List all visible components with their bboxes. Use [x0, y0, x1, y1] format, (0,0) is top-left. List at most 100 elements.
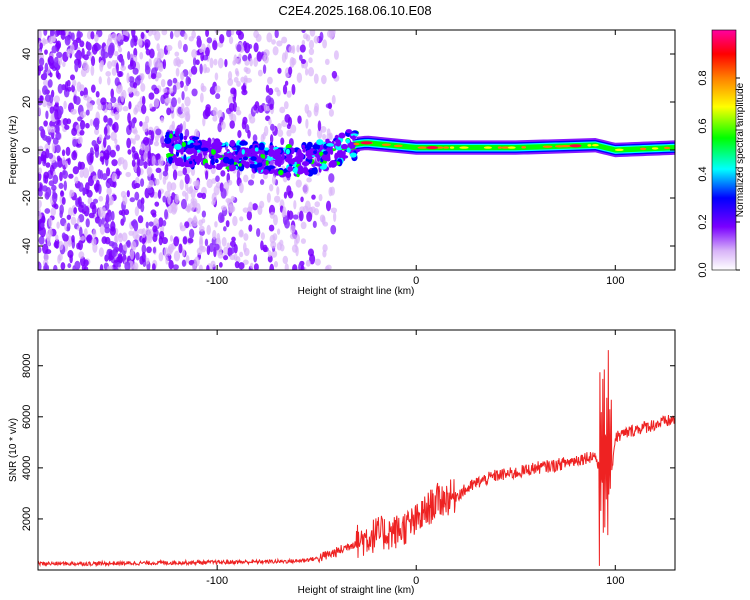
noise-speckle	[314, 258, 321, 266]
noise-speckle	[288, 66, 293, 76]
noise-speckle	[148, 179, 155, 188]
carrier-blob	[196, 149, 201, 153]
noise-speckle	[152, 233, 158, 243]
carrier-peak	[483, 146, 492, 149]
carrier-peak	[417, 146, 427, 149]
noise-speckle	[140, 197, 145, 205]
noise-speckle	[56, 221, 60, 229]
noise-speckle	[144, 115, 150, 124]
noise-speckle	[263, 49, 270, 57]
noise-speckle	[126, 137, 132, 149]
noise-speckle	[154, 178, 160, 186]
noise-speckle	[223, 246, 229, 256]
noise-speckle	[189, 201, 196, 212]
noise-speckle	[66, 118, 72, 125]
noise-speckle	[128, 230, 134, 236]
noise-speckle	[327, 102, 333, 110]
noise-speckle	[90, 84, 96, 93]
noise-speckle	[259, 179, 265, 185]
noise-speckle	[38, 199, 42, 209]
noise-speckle	[79, 129, 85, 136]
noise-speckle	[205, 46, 210, 57]
noise-speckle	[168, 88, 174, 94]
carrier-peak	[459, 146, 469, 149]
noise-speckle	[202, 116, 206, 127]
noise-speckle	[127, 87, 133, 94]
noise-speckle	[181, 102, 185, 113]
noise-speckle	[246, 210, 253, 221]
noise-speckle	[220, 121, 226, 130]
noise-speckle	[209, 242, 214, 253]
carrier-peak-max	[426, 146, 439, 150]
noise-speckle	[114, 232, 119, 244]
noise-speckle	[164, 209, 169, 220]
noise-speckle	[212, 115, 218, 122]
noise-speckle	[118, 46, 123, 53]
noise-speckle	[242, 54, 248, 62]
noise-speckle	[194, 256, 200, 267]
noise-speckle	[266, 76, 273, 85]
carrier-blob	[183, 154, 187, 163]
noise-speckle	[112, 267, 119, 270]
noise-speckle	[206, 224, 211, 236]
noise-speckle	[44, 262, 48, 270]
noise-speckle	[177, 97, 181, 104]
y-tick-label: 2000	[21, 507, 33, 531]
noise-speckle	[227, 78, 234, 87]
noise-speckle	[227, 71, 233, 81]
noise-speckle	[116, 102, 123, 113]
noise-speckle	[63, 180, 67, 191]
noise-speckle	[107, 117, 113, 126]
noise-speckle	[149, 103, 153, 109]
noise-speckle	[234, 261, 240, 269]
noise-speckle	[74, 52, 80, 58]
noise-speckle	[269, 183, 274, 192]
noise-speckle	[122, 215, 126, 223]
noise-speckle	[166, 107, 172, 116]
colorbar-label: Normalized spectral amplitude	[735, 82, 746, 217]
noise-speckle	[167, 79, 173, 87]
noise-speckle	[220, 213, 225, 223]
noise-speckle	[112, 121, 119, 133]
carrier-blob	[174, 129, 180, 137]
noise-speckle	[288, 45, 295, 54]
noise-speckle	[64, 222, 68, 231]
noise-speckle	[115, 262, 121, 269]
noise-speckle	[133, 262, 139, 270]
noise-speckle	[111, 248, 117, 258]
noise-speckle	[111, 172, 118, 183]
noise-speckle	[74, 61, 79, 73]
noise-speckle	[134, 134, 141, 141]
carrier-blob	[222, 156, 230, 164]
noise-speckle	[201, 218, 206, 224]
noise-speckle	[314, 201, 321, 208]
carrier-peak	[507, 146, 516, 149]
carrier-blob	[169, 146, 174, 155]
noise-speckle	[133, 152, 139, 160]
noise-speckle	[174, 51, 180, 57]
noise-speckle	[83, 94, 90, 101]
noise-speckle	[111, 159, 118, 167]
noise-speckle	[82, 167, 90, 179]
noise-speckle	[90, 55, 96, 67]
y-tick-label: 8000	[21, 354, 33, 378]
noise-speckle	[74, 96, 81, 106]
noise-speckle	[230, 246, 235, 254]
noise-speckle	[49, 72, 53, 78]
noise-speckle	[38, 57, 45, 67]
noise-speckle	[85, 218, 90, 228]
carrier-blob	[269, 145, 275, 150]
noise-speckle	[154, 153, 161, 160]
noise-speckle	[221, 237, 227, 247]
noise-speckle	[114, 77, 120, 87]
colorbar-tick-label: 0.2	[697, 214, 709, 229]
noise-speckle	[136, 156, 141, 167]
noise-speckle	[146, 187, 153, 194]
noise-speckle	[301, 30, 306, 34]
noise-speckle	[99, 224, 106, 235]
noise-speckle	[172, 264, 179, 270]
carrier-blob	[192, 142, 201, 146]
carrier-blob	[316, 153, 321, 162]
noise-speckle	[292, 214, 299, 220]
noise-speckle	[188, 36, 194, 42]
